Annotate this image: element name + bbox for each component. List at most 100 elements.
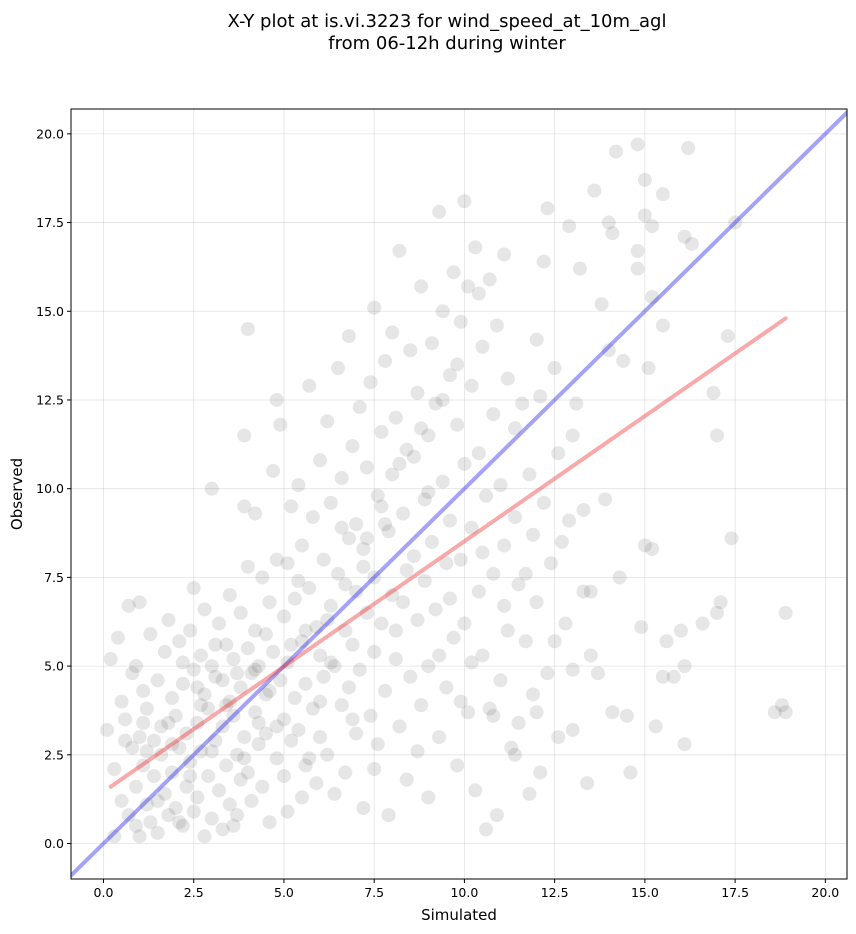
data-point <box>399 442 414 457</box>
data-point <box>284 733 299 748</box>
y-tick-label: 12.5 <box>36 392 64 407</box>
data-point <box>237 428 252 443</box>
data-point <box>359 460 374 475</box>
data-point <box>580 776 595 791</box>
data-point <box>204 481 219 496</box>
data-point <box>388 623 403 638</box>
data-point <box>327 659 342 674</box>
data-point <box>161 612 176 627</box>
data-point <box>110 630 125 645</box>
data-point <box>222 694 237 709</box>
data-point <box>240 765 255 780</box>
data-point <box>269 719 284 734</box>
data-point <box>720 329 735 344</box>
data-point <box>547 361 562 376</box>
data-point <box>392 243 407 258</box>
data-point <box>280 804 295 819</box>
data-point <box>489 808 504 823</box>
data-point <box>359 531 374 546</box>
data-point <box>341 329 356 344</box>
data-point <box>139 701 154 716</box>
chart-title-line1: X-Y plot at is.vi.3223 for wind_speed_at… <box>228 11 667 32</box>
data-point <box>464 378 479 393</box>
data-point <box>226 708 241 723</box>
data-point <box>219 698 234 713</box>
data-point <box>594 297 609 312</box>
data-point <box>710 605 725 620</box>
data-point <box>500 371 515 386</box>
data-point <box>237 730 252 745</box>
data-point <box>208 637 223 652</box>
data-point <box>641 361 656 376</box>
data-point <box>655 669 670 684</box>
data-point <box>554 534 569 549</box>
data-point <box>248 705 263 720</box>
data-point <box>226 652 241 666</box>
data-point <box>128 779 143 794</box>
data-point <box>139 744 154 759</box>
data-point <box>248 662 263 677</box>
data-point <box>450 417 465 432</box>
data-point <box>497 247 512 262</box>
data-point <box>269 552 284 567</box>
data-point <box>414 421 429 436</box>
data-point <box>334 520 349 535</box>
data-point <box>103 652 118 666</box>
data-point <box>193 648 208 663</box>
data-point <box>298 758 313 773</box>
data-point <box>410 612 425 627</box>
data-point <box>363 375 378 390</box>
data-point <box>616 353 631 368</box>
data-point <box>677 229 692 244</box>
data-point <box>222 797 237 812</box>
data-point <box>323 495 338 510</box>
data-points <box>100 137 793 844</box>
data-point <box>565 662 580 677</box>
data-point <box>132 829 147 844</box>
data-point <box>165 765 180 780</box>
data-point <box>522 467 537 482</box>
data-point <box>356 801 371 816</box>
data-point <box>457 616 472 631</box>
data-point <box>313 694 328 709</box>
data-point <box>464 520 479 535</box>
data-point <box>619 708 634 723</box>
data-point <box>507 510 522 525</box>
data-point <box>359 605 374 620</box>
data-point <box>186 804 201 819</box>
data-point <box>349 726 364 741</box>
data-point <box>309 620 324 635</box>
data-point <box>710 428 725 443</box>
data-point <box>677 659 692 674</box>
data-point <box>237 499 252 514</box>
y-tick-label: 10.0 <box>36 481 64 496</box>
data-point <box>273 673 288 688</box>
data-point <box>266 644 281 659</box>
data-point <box>450 357 465 372</box>
data-point <box>352 662 367 677</box>
data-point <box>118 733 133 748</box>
data-point <box>522 786 537 801</box>
data-point <box>399 772 414 787</box>
data-point <box>493 478 508 493</box>
data-point <box>197 829 212 844</box>
data-point <box>204 659 219 674</box>
data-point <box>121 808 136 823</box>
data-point <box>190 715 205 730</box>
data-point <box>161 808 176 823</box>
data-point <box>410 385 425 400</box>
x-tick-label: 5.0 <box>274 885 294 900</box>
data-point <box>684 236 699 251</box>
data-point <box>262 815 277 830</box>
data-point <box>432 730 447 745</box>
data-point <box>313 730 328 745</box>
data-point <box>590 666 605 681</box>
data-point <box>381 524 396 539</box>
data-point <box>251 659 266 674</box>
data-point <box>367 300 382 315</box>
data-point <box>230 747 245 762</box>
data-point <box>511 715 526 730</box>
data-point <box>294 790 309 805</box>
data-point <box>475 648 490 663</box>
data-point <box>349 517 364 532</box>
